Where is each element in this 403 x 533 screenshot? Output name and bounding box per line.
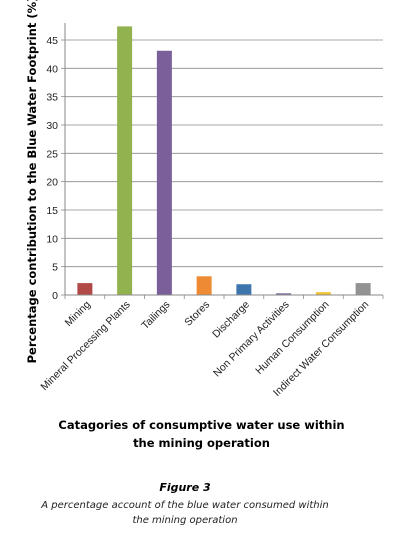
- y-axis-label: Percentage contribution to the Blue Wate…: [25, 0, 39, 363]
- y-tick-label: 10: [46, 233, 58, 245]
- x-axis-label-line-2: the mining operation: [133, 436, 270, 450]
- y-tick-label: 35: [46, 92, 58, 104]
- figure-label: Figure 3: [159, 481, 211, 494]
- axes: [64, 23, 384, 299]
- bar: [156, 50, 172, 296]
- bar: [77, 283, 93, 295]
- y-tick-labels: 0 5 10 15 20 25 30 35 40 45: [46, 35, 65, 302]
- x-tick-label: Human Consumption: [253, 299, 331, 377]
- caption-line-1: A percentage account of the blue water c…: [41, 500, 329, 511]
- x-tick-label: Tailings: [139, 299, 172, 332]
- y-tick-label: 5: [52, 262, 58, 274]
- gridlines: [65, 39, 383, 268]
- bar: [117, 26, 133, 296]
- bars: [77, 26, 371, 296]
- bar: [196, 276, 212, 295]
- caption-line-2: the mining operation: [132, 515, 238, 526]
- y-tick-label: 20: [46, 177, 58, 189]
- x-axis-label-line-1: Catagories of consumptive water use with…: [58, 418, 345, 432]
- y-tick-label: 45: [46, 35, 58, 47]
- x-tick-label: Mining: [63, 299, 93, 329]
- bar: [236, 284, 252, 295]
- figure-caption: A percentage account of the blue water c…: [0, 498, 370, 528]
- y-tick-label: 30: [46, 120, 58, 132]
- y-tick-label: 25: [46, 148, 58, 160]
- bar: [276, 293, 292, 295]
- x-tick-label: Stores: [182, 299, 212, 329]
- bar: [315, 292, 331, 295]
- bar: [355, 283, 371, 295]
- y-tick-label: 40: [46, 63, 58, 75]
- x-axis-label: Catagories of consumptive water use with…: [0, 416, 403, 452]
- x-tick-label: Non Primary Activities: [211, 299, 292, 380]
- x-tick-label: Discharge: [210, 299, 252, 341]
- y-tick-label: 0: [52, 290, 58, 302]
- y-tick-label: 15: [46, 205, 58, 217]
